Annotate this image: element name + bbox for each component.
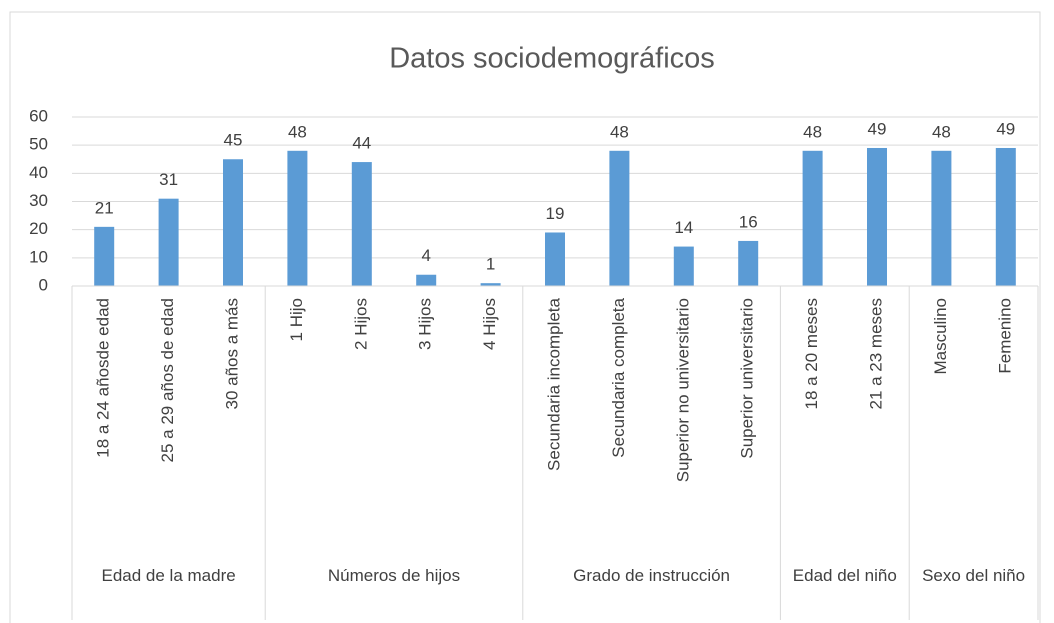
x-tick-label: Secundaria completa: [609, 297, 628, 457]
value-label: 1: [486, 255, 495, 274]
value-label: 48: [288, 122, 307, 141]
bar: [480, 283, 501, 286]
x-tick-label: 2 Hijos: [351, 298, 370, 350]
value-label: 31: [159, 170, 178, 189]
group-label: Sexo del niño: [922, 566, 1026, 585]
bar: [738, 240, 759, 286]
value-label: 48: [932, 122, 951, 141]
group-label: Edad de la madre: [101, 566, 236, 585]
bar: [545, 232, 565, 286]
group-label: Edad del niño: [792, 566, 897, 585]
bar: [416, 274, 437, 286]
x-tick-label: Masculino: [931, 298, 950, 375]
value-label: 16: [739, 212, 758, 231]
value-label: 44: [352, 134, 371, 153]
value-label: 48: [803, 122, 822, 141]
bar: [351, 162, 372, 286]
y-tick-label: 20: [29, 219, 48, 238]
x-tick-label: 30 años a más: [222, 298, 241, 410]
value-label: 14: [674, 218, 693, 237]
bar: [158, 198, 179, 286]
value-label: 19: [546, 204, 565, 223]
x-tick-label: 18 a 20 meses: [802, 298, 821, 410]
bar: [995, 147, 1016, 286]
group-label: Grado de instrucción: [573, 566, 731, 585]
bar: [287, 150, 308, 286]
x-tick-label: 21 a 23 meses: [866, 298, 885, 410]
value-label: 49: [996, 119, 1015, 138]
x-tick-label: 4 Hijos: [480, 298, 499, 350]
bar: [931, 150, 952, 286]
y-tick-label: 50: [29, 135, 48, 154]
y-tick-label: 60: [29, 106, 48, 125]
bar: [94, 226, 115, 286]
bar: [609, 150, 630, 286]
y-tick-label: 30: [29, 191, 48, 210]
value-label: 45: [224, 131, 243, 150]
x-tick-label: 25 a 29 años de edad: [158, 298, 177, 462]
bar: [223, 159, 243, 286]
value-label: 48: [610, 122, 629, 141]
bar: [867, 147, 887, 286]
y-tick-label: 0: [39, 275, 48, 294]
chart-border: [9, 11, 1041, 623]
bar: [802, 150, 823, 286]
bar: [673, 246, 694, 286]
value-label: 49: [868, 119, 887, 138]
chart-title: Datos sociodemográficos: [389, 43, 715, 75]
x-tick-label: 18 a 24 añosde edad: [94, 298, 113, 458]
x-tick-label: Superior no universitario: [673, 298, 692, 482]
group-label: Números de hijos: [327, 566, 461, 585]
x-tick-label: Secundaria incompleta: [544, 297, 563, 470]
x-tick-label: Femenino: [995, 298, 1014, 374]
x-tick-label: 1 Hijo: [287, 298, 306, 341]
x-tick-label: Superior universitario: [738, 298, 757, 459]
y-tick-label: 10: [29, 247, 48, 266]
y-tick-label: 40: [29, 163, 48, 182]
value-label: 21: [95, 198, 114, 217]
value-label: 4: [421, 246, 430, 265]
x-tick-label: 3 Hijos: [416, 298, 435, 350]
